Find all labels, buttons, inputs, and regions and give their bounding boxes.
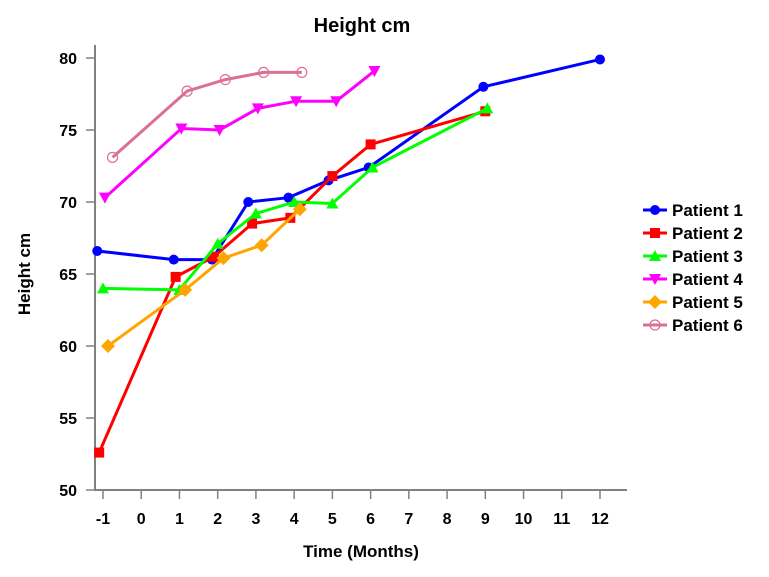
legend-marker	[650, 228, 660, 238]
data-point	[251, 103, 264, 115]
x-tick-label: 1	[175, 511, 184, 528]
data-point	[254, 238, 269, 253]
data-point	[257, 66, 270, 79]
legend-item: Patient 5	[643, 293, 743, 312]
data-point	[292, 202, 307, 217]
legend-item: Patient 6	[643, 316, 743, 335]
legend-label: Patient 5	[672, 293, 743, 312]
x-tick-label: 9	[481, 511, 490, 528]
data-point	[327, 171, 338, 182]
data-point	[181, 85, 193, 97]
data-point	[283, 192, 294, 203]
legend-marker	[648, 295, 662, 309]
y-tick-label: 80	[59, 51, 77, 68]
y-axis-label: Height cm	[15, 233, 34, 315]
data-point	[366, 161, 379, 173]
y-tick-label: 75	[59, 123, 77, 140]
legend-label: Patient 4	[672, 270, 743, 289]
data-point	[326, 197, 339, 209]
legend-marker	[649, 274, 661, 285]
series-line	[97, 109, 486, 454]
series-patient-5	[100, 202, 307, 353]
legend-marker	[649, 319, 661, 331]
x-tick-label: 2	[213, 511, 222, 528]
legend-item: Patient 3	[643, 247, 743, 266]
series-patient-4	[98, 65, 381, 204]
data-point	[247, 218, 258, 229]
x-tick-label: 12	[591, 511, 609, 528]
data-point	[219, 73, 231, 86]
y-tick-label: 55	[59, 411, 77, 428]
data-point	[368, 65, 381, 77]
x-tick-label: 3	[251, 511, 260, 528]
x-tick-label: 11	[553, 511, 570, 528]
data-point	[98, 192, 111, 204]
x-tick-label: 4	[290, 511, 299, 528]
x-tick-label: 6	[366, 511, 375, 528]
series-group	[92, 54, 605, 458]
series-patient-6	[106, 66, 308, 163]
data-point	[97, 282, 109, 294]
legend-marker	[650, 205, 660, 215]
x-tick-label: 0	[137, 511, 146, 528]
data-point	[288, 196, 301, 207]
data-point	[296, 66, 308, 79]
series-line	[102, 107, 488, 292]
data-point	[168, 254, 179, 265]
legend-item: Patient 1	[643, 201, 743, 220]
x-tick-label: 10	[515, 511, 533, 528]
legend-label: Patient 2	[672, 224, 743, 243]
legend-item: Patient 2	[643, 224, 743, 243]
data-point	[216, 251, 231, 266]
legend-item: Patient 4	[643, 270, 743, 289]
legend-label: Patient 6	[672, 316, 743, 335]
legend: Patient 1 Patient 2 Patient 3 Patient 4 Pati…	[643, 201, 743, 335]
data-point	[211, 237, 224, 249]
x-tick-label: 7	[404, 511, 413, 528]
data-point	[94, 447, 105, 458]
x-axis-label: Time (Months)	[303, 542, 419, 561]
data-point	[213, 125, 226, 136]
data-point	[365, 139, 376, 150]
x-tick-label: 8	[443, 511, 452, 528]
data-point	[208, 251, 219, 262]
series-line	[111, 70, 302, 159]
data-point	[478, 81, 489, 92]
legend-marker	[649, 250, 661, 261]
data-point	[481, 102, 494, 114]
y-tick-label: 65	[59, 267, 77, 284]
series-patient-2	[94, 106, 491, 458]
chart-title: Height cm	[314, 15, 411, 37]
data-point	[170, 271, 181, 282]
data-point	[243, 197, 254, 207]
data-point	[595, 54, 605, 65]
x-tick-label: 5	[328, 511, 337, 528]
data-point	[178, 282, 193, 297]
x-tick-label: -1	[96, 511, 110, 528]
data-point	[92, 245, 103, 256]
data-point	[249, 207, 262, 219]
data-point	[106, 151, 119, 163]
data-point	[175, 123, 188, 135]
legend-label: Patient 1	[672, 201, 743, 220]
y-tick-label: 60	[59, 339, 77, 356]
data-point	[100, 339, 115, 353]
y-tick-label: 70	[59, 195, 77, 212]
series-patient-3	[97, 102, 494, 295]
series-patient-1	[92, 54, 605, 265]
data-point	[330, 96, 343, 108]
data-point	[290, 96, 303, 108]
legend-label: Patient 3	[672, 247, 743, 266]
y-tick-label: 50	[59, 483, 77, 500]
series-line	[107, 208, 301, 348]
